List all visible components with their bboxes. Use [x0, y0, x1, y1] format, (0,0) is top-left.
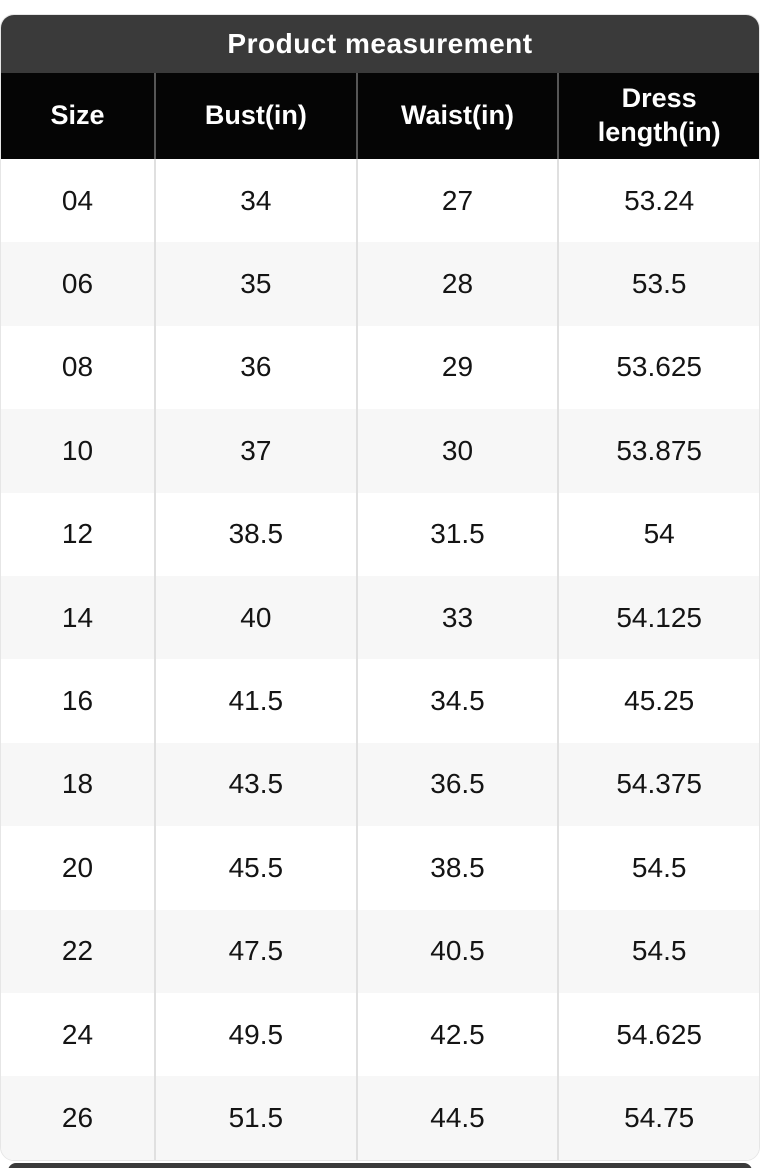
table-row: 20 45.5 38.5 54.5 — [1, 826, 759, 910]
bust-cell: 43.5 — [154, 742, 356, 827]
size-cell: 14 — [61, 601, 94, 633]
table-row: 08 36 29 53.625 — [1, 325, 759, 410]
table-row: 06 35 28 53.5 — [1, 242, 759, 326]
dress-length-cell: 53.5 — [557, 242, 759, 326]
next-section-partial-bar — [8, 1163, 752, 1168]
bust-cell: 47.5 — [154, 909, 356, 993]
waist-cell: 38.5 — [355, 826, 558, 910]
table-title: Product measurement — [227, 28, 533, 59]
size-cell: 06 — [61, 268, 94, 300]
bust-cell: 45.5 — [154, 826, 356, 910]
size-cell: 24 — [61, 1018, 94, 1050]
waist-cell: 27 — [355, 159, 558, 243]
waist-cell: 34.5 — [355, 659, 558, 743]
bust-cell: 41.5 — [154, 659, 356, 743]
table-title-bar: Product measurement — [1, 15, 759, 73]
table-header-row: Size Bust(in) Waist(in) Dress length(in) — [1, 73, 759, 159]
waist-cell: 44.5 — [355, 1076, 558, 1160]
dress-length-cell: 54.5 — [557, 826, 759, 910]
dress-length-cell: 53.24 — [557, 159, 759, 243]
table-row: 12 38.5 31.5 54 — [1, 492, 759, 576]
waist-cell: 28 — [355, 242, 558, 326]
table-row: 10 37 30 53.875 — [1, 409, 759, 493]
dress-length-cell: 45.25 — [557, 659, 759, 743]
dress-length-cell: 53.625 — [557, 325, 759, 410]
measurement-table-card: Product measurement Size Bust(in) Waist(… — [0, 14, 760, 1161]
dress-length-cell: 54.625 — [557, 992, 759, 1077]
waist-cell: 40.5 — [355, 909, 558, 993]
table-row: 26 51.5 44.5 54.75 — [1, 1076, 759, 1160]
dress-length-cell: 53.875 — [557, 409, 759, 493]
bust-cell: 40 — [154, 575, 356, 660]
table-row: 24 49.5 42.5 54.625 — [1, 992, 759, 1077]
size-cell: 10 — [61, 434, 94, 466]
size-cell: 26 — [61, 1101, 94, 1133]
size-cell: 20 — [61, 851, 94, 883]
table-row: 14 40 33 54.125 — [1, 575, 759, 660]
dress-length-cell: 54 — [557, 492, 759, 576]
bust-cell: 37 — [154, 409, 356, 493]
dress-length-cell: 54.75 — [557, 1076, 759, 1160]
header-bust: Bust(in) — [154, 73, 356, 159]
waist-cell: 31.5 — [355, 492, 558, 576]
table-row: 18 43.5 36.5 54.375 — [1, 742, 759, 827]
header-dress-length: Dress length(in) — [557, 73, 759, 159]
table-row: 16 41.5 34.5 45.25 — [1, 659, 759, 743]
header-waist: Waist(in) — [355, 73, 558, 159]
bust-cell: 38.5 — [154, 492, 356, 576]
table-row: 04 34 27 53.24 — [1, 159, 759, 243]
table-body: 04 34 27 53.24 06 35 28 53.5 08 36 29 53.625 10 37 30 5… — [1, 159, 759, 1160]
bust-cell: 51.5 — [154, 1076, 356, 1160]
waist-cell: 33 — [355, 575, 558, 660]
size-cell: 12 — [61, 518, 94, 550]
waist-cell: 30 — [355, 409, 558, 493]
size-cell: 18 — [61, 768, 94, 800]
bust-cell: 49.5 — [154, 992, 356, 1077]
table-row: 22 47.5 40.5 54.5 — [1, 909, 759, 993]
size-cell: 08 — [61, 351, 94, 383]
size-cell: 22 — [61, 935, 94, 967]
waist-cell: 42.5 — [355, 992, 558, 1077]
dress-length-cell: 54.5 — [557, 909, 759, 993]
bust-cell: 36 — [154, 325, 356, 410]
dress-length-cell: 54.375 — [557, 742, 759, 827]
size-cell: 04 — [61, 184, 94, 216]
waist-cell: 29 — [355, 325, 558, 410]
bust-cell: 34 — [154, 159, 356, 243]
bust-cell: 35 — [154, 242, 356, 326]
size-cell: 16 — [61, 685, 94, 717]
waist-cell: 36.5 — [355, 742, 558, 827]
header-size: Size — [50, 100, 105, 131]
dress-length-cell: 54.125 — [557, 575, 759, 660]
